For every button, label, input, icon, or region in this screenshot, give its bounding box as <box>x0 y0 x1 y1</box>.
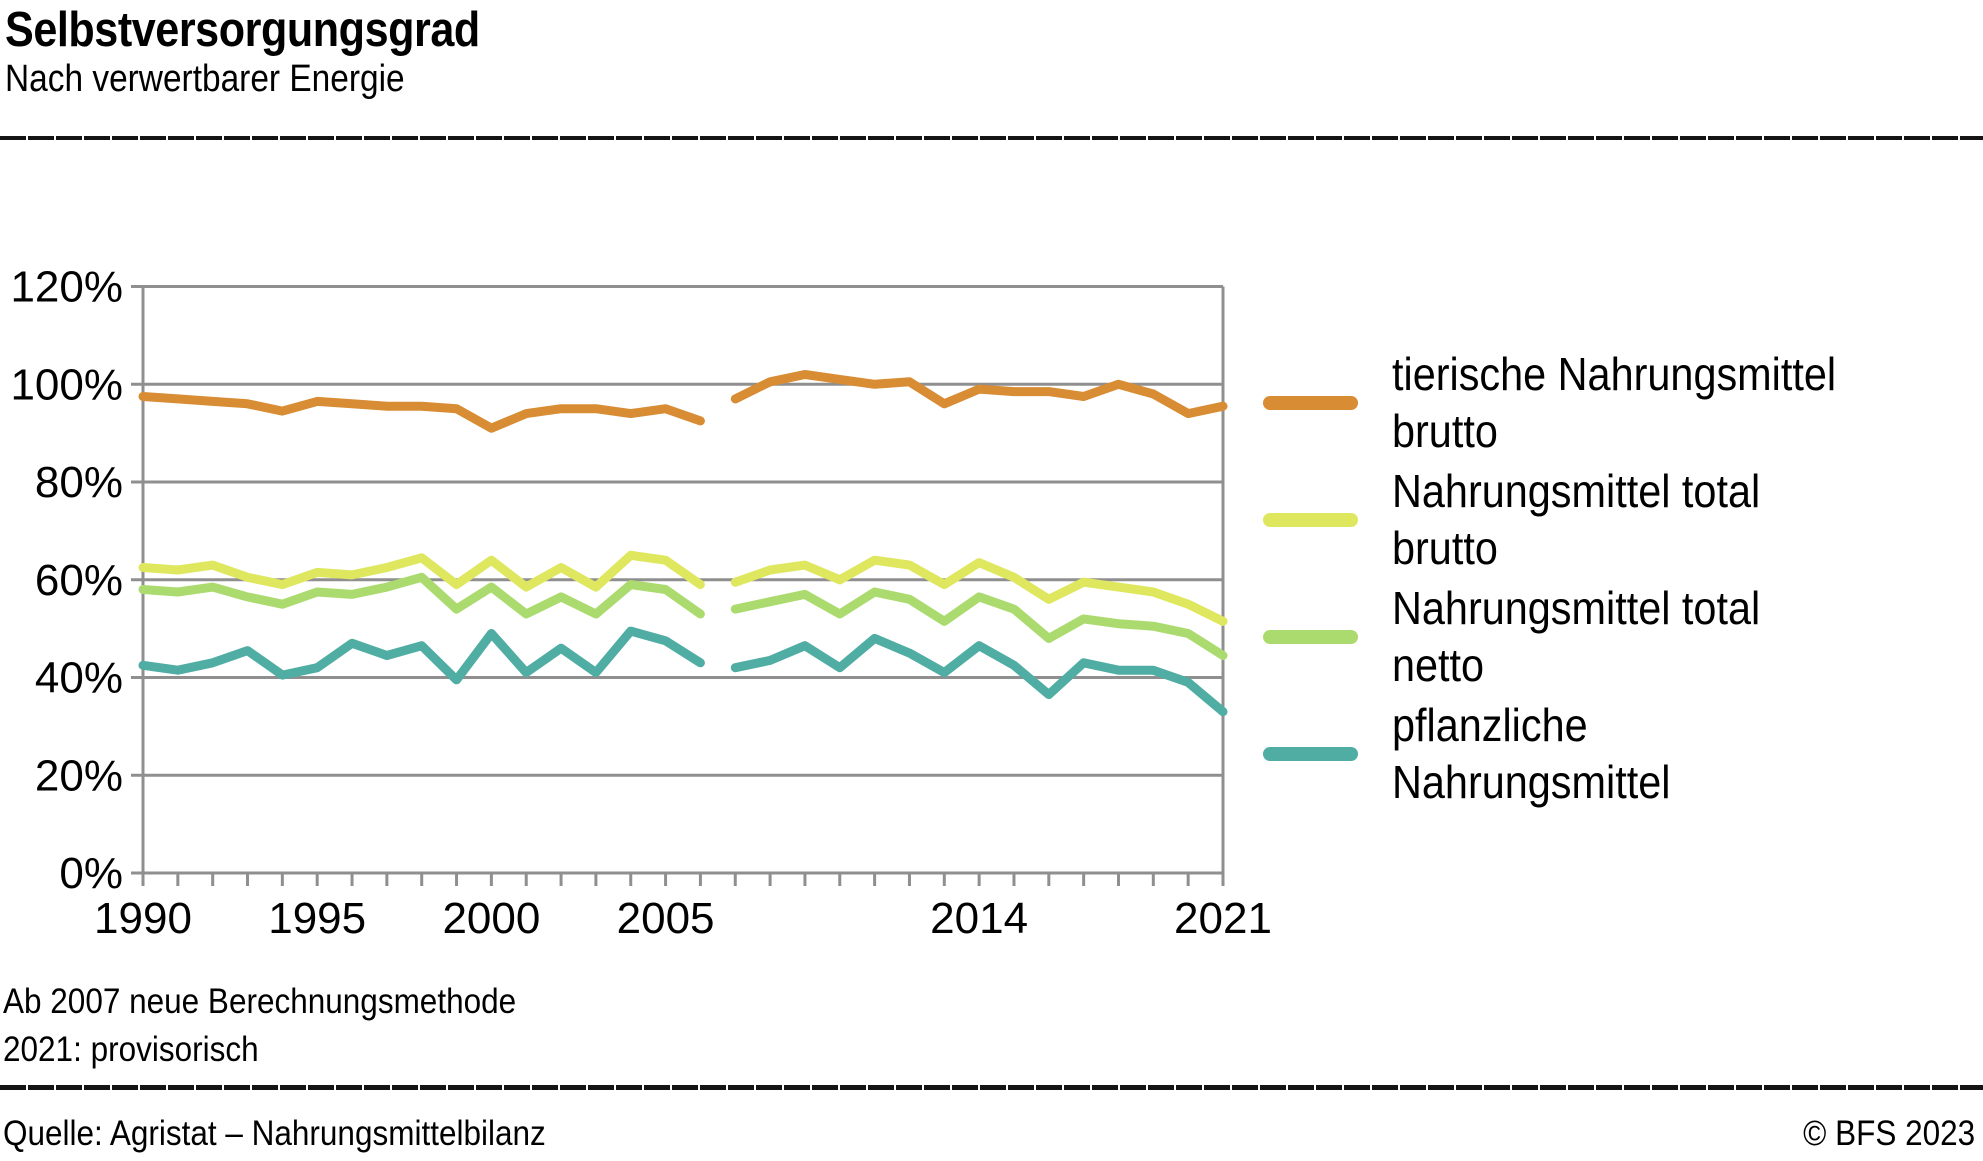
legend-item-tierische-brutto: tierische Nahrungsmittel brutto <box>1263 346 1885 460</box>
y-axis-label: 120% <box>10 263 123 312</box>
x-axis-label: 1990 <box>94 894 192 943</box>
legend-item-total-brutto: Nahrungsmittel total brutto <box>1263 463 1885 577</box>
series-line-4 <box>730 633 1228 717</box>
page-subtitle: Nach verwertbarer Energie <box>5 58 405 100</box>
x-axis-label: 2021 <box>1174 894 1272 943</box>
legend-label-line2: brutto <box>1392 522 1498 574</box>
x-axis-label: 2014 <box>930 894 1028 943</box>
x-axis-label: 2000 <box>442 894 540 943</box>
chart-footnotes: Ab 2007 neue Berechnungsmethode 2021: pr… <box>3 978 516 1074</box>
series-line-3 <box>138 572 705 619</box>
header-divider <box>0 136 1983 140</box>
legend-item-pflanzliche: pflanzliche Nahrungsmittel <box>1263 697 1885 811</box>
series-line-4 <box>138 626 705 685</box>
x-axis-label: 2005 <box>617 894 715 943</box>
legend-item-total-netto: Nahrungsmittel total netto <box>1263 580 1885 694</box>
series-line-1 <box>138 392 705 433</box>
legend-label-line2: netto <box>1392 639 1485 691</box>
chart-legend: tierische Nahrungsmittel brutto Nahrungsm… <box>1263 346 1885 814</box>
series-line-2 <box>138 550 705 592</box>
y-axis-label: 100% <box>10 360 123 409</box>
series-line-1 <box>730 370 1228 419</box>
copyright-label: © BFS 2023 <box>1802 1114 1975 1153</box>
legend-label-line2: brutto <box>1392 405 1498 457</box>
source-label: Quelle: Agristat – Nahrungsmittelbilanz <box>3 1114 546 1153</box>
legend-label: Nahrungsmittel total brutto <box>1392 463 1760 577</box>
footnote-provisional: 2021: provisorisch <box>3 1030 259 1069</box>
legend-label: pflanzliche Nahrungsmittel <box>1392 697 1670 811</box>
legend-label-line1: tierische Nahrungsmittel <box>1392 348 1837 400</box>
x-axis-label: 1995 <box>268 894 366 943</box>
footer-divider <box>0 1085 1983 1090</box>
page-title: Selbstversorgungsgrad <box>5 3 480 57</box>
legend-swatch-total-brutto-icon <box>1263 513 1358 527</box>
series-line-3 <box>730 587 1228 660</box>
y-axis-label: 80% <box>35 458 123 507</box>
legend-label-line1: pflanzliche <box>1392 699 1588 751</box>
legend-label-line1: Nahrungsmittel total <box>1392 582 1761 634</box>
footnote-method: Ab 2007 neue Berechnungsmethode <box>3 982 517 1021</box>
legend-swatch-tierische-brutto-icon <box>1263 396 1358 410</box>
legend-swatch-pflanzliche-icon <box>1263 747 1358 761</box>
legend-label-line2: Nahrungsmittel <box>1392 756 1671 808</box>
legend-label-line1: Nahrungsmittel total <box>1392 465 1761 517</box>
y-axis-label: 60% <box>35 556 123 605</box>
legend-label: tierische Nahrungsmittel brutto <box>1392 346 1836 460</box>
series-line-2 <box>730 555 1228 626</box>
legend-swatch-total-netto-icon <box>1263 630 1358 644</box>
y-axis-label: 40% <box>35 654 123 703</box>
y-axis-label: 0% <box>59 849 123 898</box>
y-axis-label: 20% <box>35 751 123 800</box>
legend-label: Nahrungsmittel total netto <box>1392 580 1760 694</box>
